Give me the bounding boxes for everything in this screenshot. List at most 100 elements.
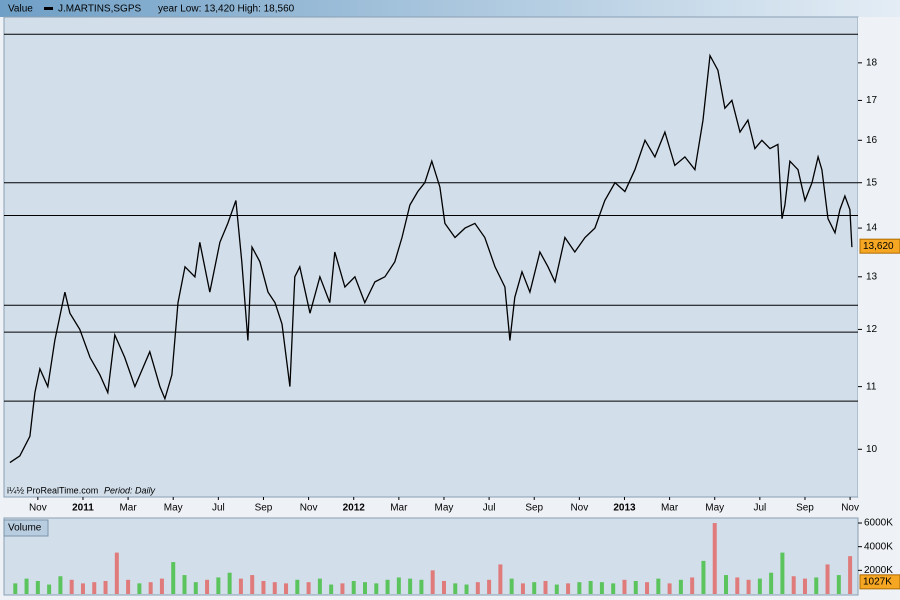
volume-bar: [769, 572, 774, 594]
x-tick-label: May: [164, 503, 183, 514]
volume-bar: [577, 582, 582, 594]
volume-bar: [757, 578, 762, 594]
volume-title: Volume: [8, 523, 42, 534]
last-volume-label: 1027K: [863, 576, 892, 587]
x-tick-label: Jul: [483, 503, 496, 514]
x-tick-label: Nov: [570, 503, 588, 514]
y-tick-label: 18: [866, 57, 878, 68]
volume-bar: [453, 583, 458, 594]
y-tick-label: 15: [866, 177, 878, 188]
y-tick-label: 16: [866, 135, 878, 146]
volume-bar: [419, 579, 424, 594]
value-label: Value: [8, 4, 33, 15]
volume-bar: [340, 583, 345, 594]
volume-bar: [599, 582, 604, 594]
x-tick-label: May: [435, 503, 454, 514]
volume-bar: [532, 582, 537, 594]
volume-bar: [475, 582, 480, 594]
volume-bar: [802, 578, 807, 594]
volume-bar: [363, 582, 368, 594]
x-tick-label: 2012: [343, 503, 366, 514]
x-tick-label: Sep: [255, 503, 273, 514]
volume-bar: [690, 577, 695, 594]
y-tick-label: 4000K: [864, 541, 893, 552]
volume-bar: [171, 562, 176, 594]
price-panel: [3, 16, 859, 498]
x-tick-label: Jul: [212, 503, 225, 514]
y-tick-label: 17: [866, 95, 878, 106]
volume-bar: [295, 579, 300, 594]
volume-bar: [114, 552, 119, 594]
volume-bar: [622, 579, 627, 594]
volume-bar: [329, 584, 334, 594]
source: i¼½ ProRealTime.com: [7, 485, 98, 495]
volume-bar: [780, 552, 785, 594]
volume-bar: [261, 580, 266, 594]
volume-bar: [566, 583, 571, 594]
y-tick-label: 2000K: [864, 565, 893, 576]
y-tick-label: 14: [866, 223, 878, 234]
volume-bar: [611, 583, 616, 594]
x-tick-label: Nov: [841, 503, 859, 514]
volume-bar: [408, 578, 413, 594]
volume-bar: [205, 579, 210, 594]
volume-bar: [58, 576, 63, 594]
volume-bar: [13, 583, 18, 594]
volume-bar: [667, 583, 672, 594]
volume-bar: [250, 575, 255, 594]
volume-bar: [47, 584, 52, 594]
last-price-box: [859, 238, 900, 254]
volume-bar: [441, 580, 446, 594]
volume-bar: [678, 579, 683, 594]
price-line: [9, 53, 853, 464]
volume-bar: [701, 560, 706, 594]
subtitle: year Low: 13,420 High: 18,560: [158, 4, 295, 15]
y-tick-label: 13: [866, 271, 878, 282]
x-tick-label: Nov: [29, 503, 47, 514]
x-tick-label: Sep: [796, 503, 814, 514]
volume-bar: [645, 582, 650, 594]
x-tick-label: May: [705, 503, 724, 514]
volume-bar: [69, 579, 74, 594]
legend-swatch: [44, 7, 53, 10]
x-tick-label: Mar: [661, 503, 679, 514]
volume-bar: [735, 577, 740, 594]
volume-bar: [712, 523, 717, 594]
x-tick-label: 2013: [613, 503, 636, 514]
volume-bar: [724, 575, 729, 594]
volume-bar: [836, 575, 841, 594]
price-axis-area: [858, 17, 900, 497]
volume-bar: [588, 580, 593, 594]
volume-bar: [374, 583, 379, 594]
volume-bar: [284, 583, 289, 594]
y-tick-label: 11: [866, 381, 877, 392]
legend-entry: J.MARTINS,SGPS: [58, 4, 141, 15]
volume-bar: [746, 579, 751, 594]
x-tick-label: Nov: [300, 503, 318, 514]
volume-bar: [306, 582, 311, 594]
volume-bar: [825, 564, 830, 594]
volume-bar: [464, 584, 469, 594]
volume-bar: [848, 556, 853, 594]
x-tick-label: Sep: [525, 503, 543, 514]
volume-bar: [126, 579, 131, 594]
volume-title-box: [3, 519, 49, 537]
volume-bar: [791, 576, 796, 594]
volume-bar: [272, 582, 277, 594]
volume-bar: [814, 577, 819, 594]
volume-bar: [103, 580, 108, 594]
last-price-label: 13,620: [863, 241, 894, 252]
volume-bar: [520, 583, 525, 594]
volume-bar: [182, 575, 187, 594]
volume-bar: [633, 580, 638, 594]
volume-bar: [543, 580, 548, 594]
volume-bar: [148, 582, 153, 594]
y-tick-label: 6000K: [864, 518, 893, 529]
period: Period: Daily: [104, 485, 156, 495]
volume-bar: [92, 582, 97, 594]
volume-bar: [35, 580, 40, 594]
volume-bar: [317, 578, 322, 594]
volume-bar: [498, 564, 503, 594]
x-tick-label: 2011: [72, 503, 94, 514]
